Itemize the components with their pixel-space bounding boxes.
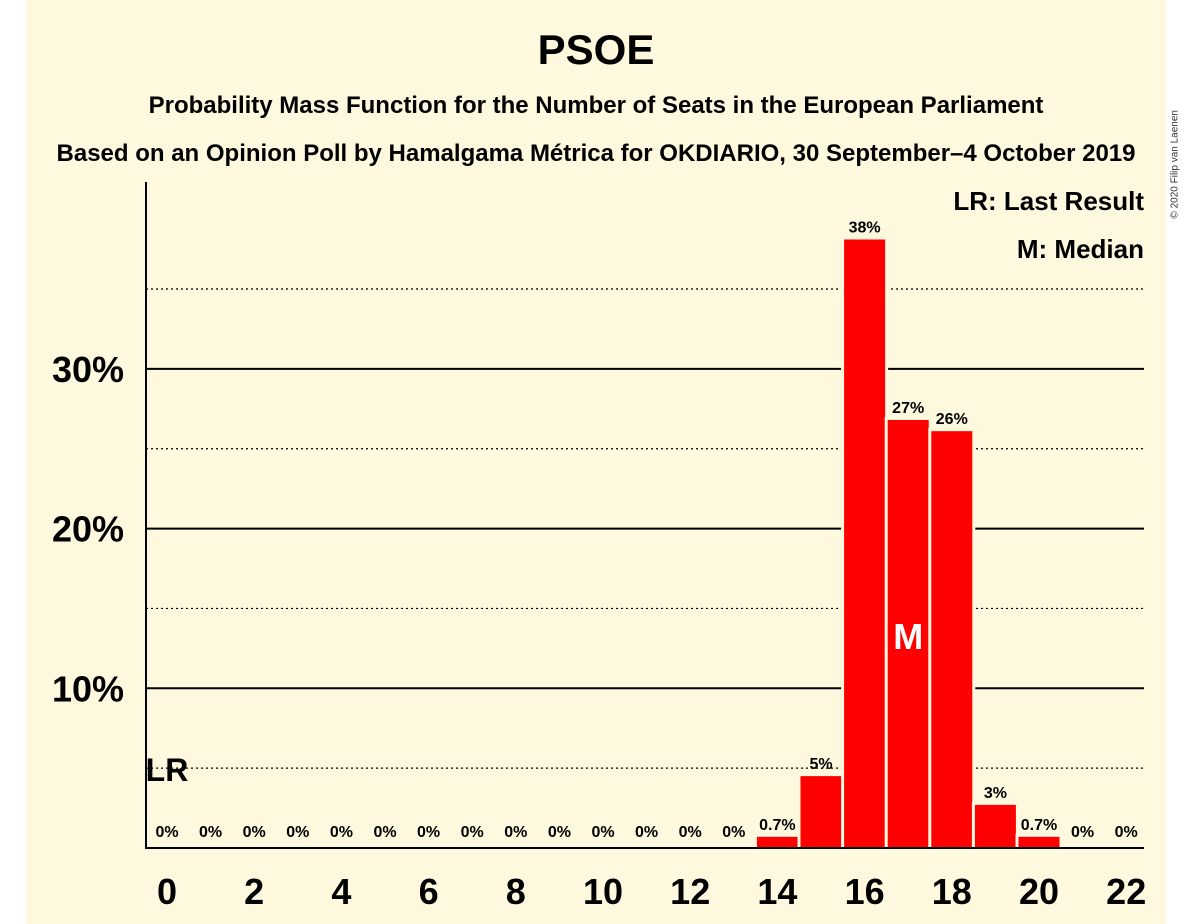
data-label: 0% bbox=[591, 824, 614, 841]
bar-seats-17 bbox=[887, 419, 929, 848]
data-label: 26% bbox=[936, 411, 968, 428]
data-label: 0% bbox=[504, 824, 527, 841]
data-label: 38% bbox=[849, 219, 881, 236]
bar-seats-16 bbox=[844, 239, 886, 848]
y-tick-label: 30% bbox=[52, 349, 124, 390]
bar-seats-19 bbox=[974, 804, 1016, 848]
chart-subtitle: Probability Mass Function for the Number… bbox=[148, 92, 1044, 119]
data-label: 0% bbox=[286, 824, 309, 841]
data-label: 0% bbox=[722, 824, 745, 841]
data-label: 0% bbox=[635, 824, 658, 841]
data-label: 3% bbox=[984, 785, 1007, 802]
data-label: 5% bbox=[809, 756, 832, 773]
x-tick-label: 10 bbox=[583, 871, 623, 912]
data-label: 0% bbox=[679, 824, 702, 841]
x-tick-label: 8 bbox=[506, 871, 526, 912]
x-tick-label: 6 bbox=[419, 871, 439, 912]
x-tick-label: 14 bbox=[757, 871, 797, 912]
data-label: 0% bbox=[417, 824, 440, 841]
x-tick-label: 0 bbox=[157, 871, 177, 912]
bar-seats-18 bbox=[931, 431, 973, 848]
bar-seats-15 bbox=[800, 776, 842, 848]
x-tick-label: 22 bbox=[1106, 871, 1146, 912]
data-label: 0% bbox=[1071, 824, 1094, 841]
data-label: 0.7% bbox=[759, 817, 795, 834]
data-label: 0% bbox=[548, 824, 571, 841]
x-tick-label: 12 bbox=[670, 871, 710, 912]
data-label: 0.7% bbox=[1021, 817, 1057, 834]
data-label: 0% bbox=[373, 824, 396, 841]
data-label: 0% bbox=[243, 824, 266, 841]
x-tick-label: 16 bbox=[845, 871, 885, 912]
x-tick-label: 2 bbox=[244, 871, 264, 912]
legend-median: M: Median bbox=[1016, 234, 1144, 264]
data-label: 0% bbox=[330, 824, 353, 841]
legend-last-result: LR: Last Result bbox=[953, 186, 1144, 216]
chart-title: PSOE bbox=[537, 26, 655, 73]
data-label: 0% bbox=[199, 824, 222, 841]
data-label: 0% bbox=[461, 824, 484, 841]
data-label: 0% bbox=[1115, 824, 1138, 841]
chart-subtitle-source: Based on an Opinion Poll by Hamalgama Mé… bbox=[56, 140, 1136, 167]
x-tick-label: 20 bbox=[1019, 871, 1059, 912]
last-result-marker: LR bbox=[146, 752, 189, 788]
x-tick-label: 18 bbox=[932, 871, 972, 912]
x-tick-label: 4 bbox=[331, 871, 351, 912]
data-label: 0% bbox=[155, 824, 178, 841]
bar-seats-20 bbox=[1018, 836, 1060, 848]
bar-seats-14 bbox=[756, 836, 798, 848]
data-label: 27% bbox=[892, 400, 924, 417]
chart-background bbox=[26, 0, 1166, 924]
y-tick-label: 20% bbox=[52, 509, 124, 550]
y-tick-label: 10% bbox=[52, 668, 124, 709]
median-marker: M bbox=[893, 616, 923, 657]
